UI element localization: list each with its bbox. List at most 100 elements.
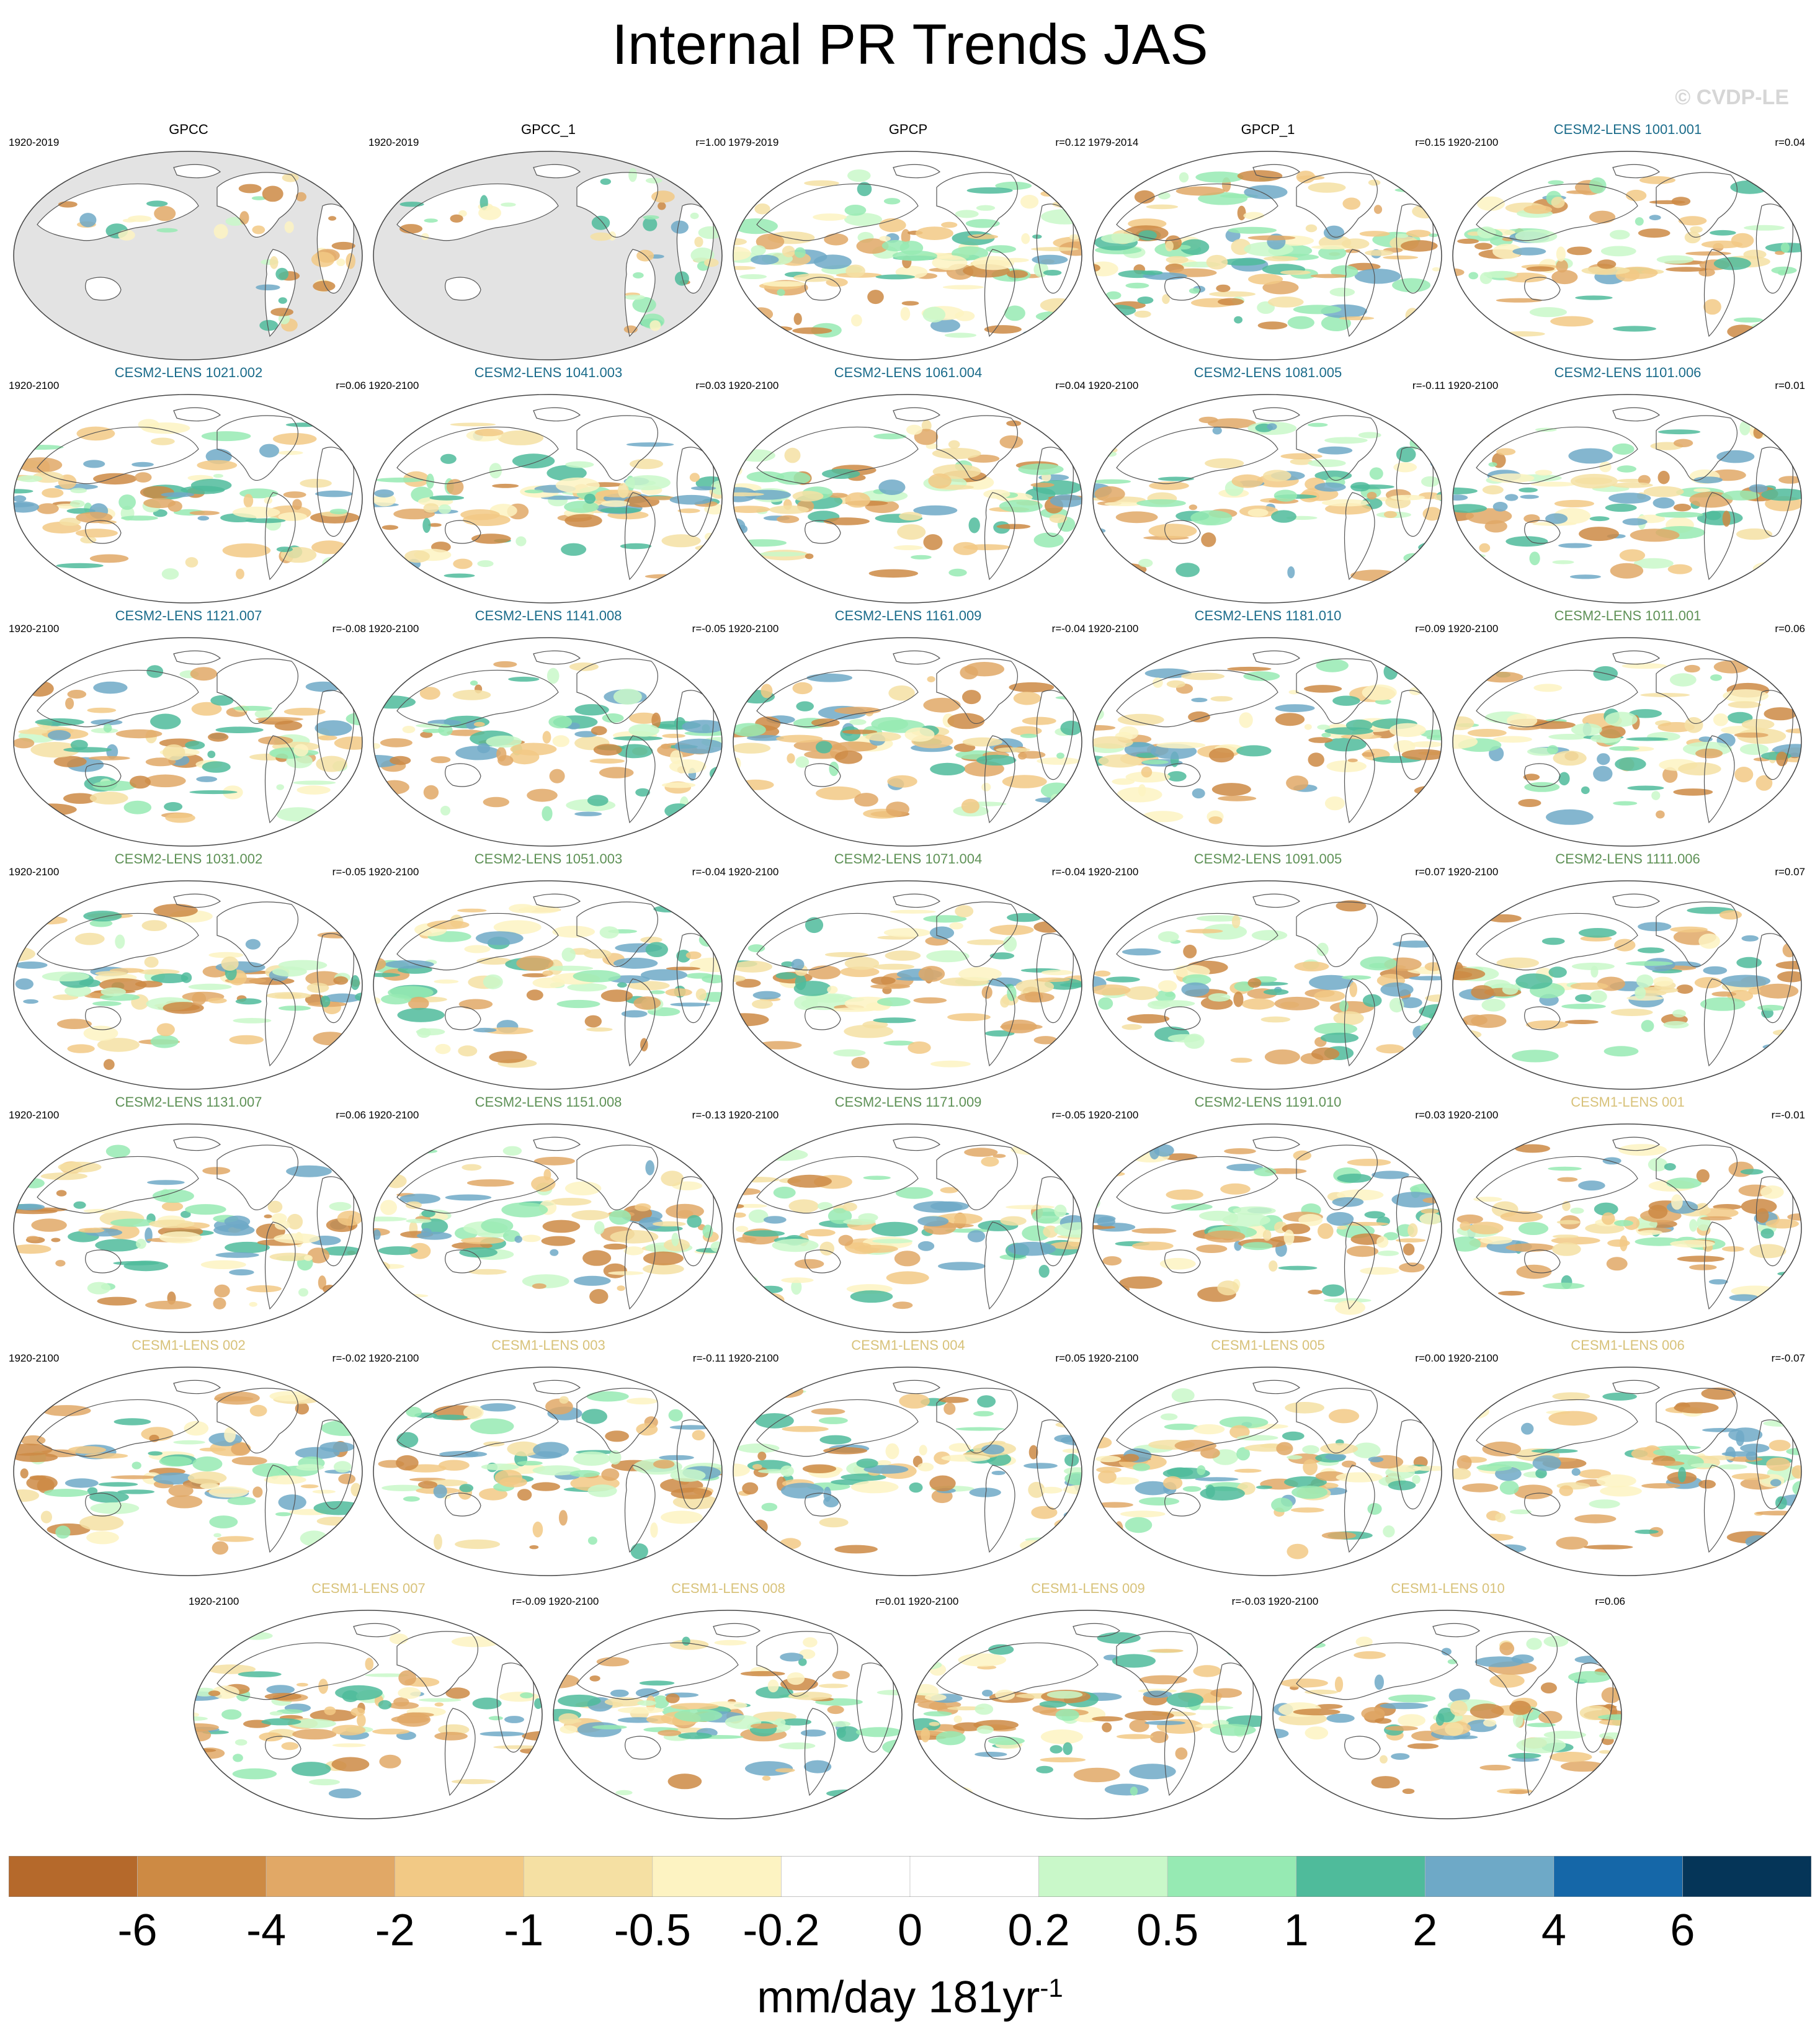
map-panel: CESM1-LENS 004 1920-2100 r=0.05 [728, 1334, 1088, 1577]
panel-date-range: 1920-2100 [1268, 1595, 1319, 1607]
map-panel: CESM2-LENS 1181.010 1920-2100 r=0.09 [1088, 604, 1448, 847]
panel-pattern-correlation: r=0.06 [1595, 1595, 1625, 1607]
robinson-map [1452, 880, 1802, 1090]
map-panel: CESM1-LENS 006 1920-2100 r=-0.07 [1448, 1334, 1808, 1577]
panel-title: CESM2-LENS 1101.006 [1554, 365, 1702, 380]
robinson-map [373, 394, 723, 604]
panel-title: CESM2-LENS 1091.005 [1193, 851, 1342, 867]
panel-title: CESM2-LENS 1171.009 [834, 1094, 982, 1110]
colorbar-swatch [9, 1856, 138, 1897]
panel-title: CESM1-LENS 003 [491, 1337, 605, 1353]
colorbar-swatch [1682, 1856, 1811, 1897]
map-panel: CESM2-LENS 1111.006 1920-2100 r=0.07 [1448, 847, 1808, 1091]
panel-date-range: 1920-2100 [1088, 1109, 1139, 1121]
map-panel: CESM2-LENS 1051.003 1920-2100 r=-0.04 [368, 847, 728, 1091]
panel-pattern-correlation: r=1.00 [695, 136, 726, 148]
panel-date-range: 1920-2100 [1448, 623, 1499, 635]
panel-date-range: 1920-2100 [368, 623, 419, 635]
panel-title: GPCP [888, 122, 928, 137]
panel-date-range: 1920-2100 [1088, 866, 1139, 878]
panel-date-range: 1979-2019 [728, 136, 779, 148]
figure-title: Internal PR Trends JAS [612, 13, 1208, 76]
panel-title: CESM1-LENS 007 [311, 1581, 426, 1596]
robinson-map [373, 151, 723, 360]
watermark: © CVDP-LE [1675, 86, 1789, 109]
panel-date-range: 1920-2100 [1448, 136, 1499, 148]
map-panel: CESM2-LENS 1081.005 1920-2100 r=-0.11 [1088, 361, 1448, 604]
colorbar-swatch [137, 1856, 267, 1897]
robinson-map [733, 637, 1082, 847]
panel-title: GPCP_1 [1241, 122, 1295, 137]
colorbar-tick-label: -2 [375, 1906, 415, 1955]
panel-pattern-correlation: r=-0.02 [332, 1352, 366, 1364]
panel-date-range: 1920-2100 [1448, 866, 1499, 878]
panel-pattern-correlation: r=0.09 [1415, 623, 1445, 635]
panel-pattern-correlation: r=0.15 [1415, 136, 1445, 148]
map-panel: CESM2-LENS 1101.006 1920-2100 r=0.01 [1448, 361, 1808, 604]
panel-pattern-correlation: r=0.07 [1415, 866, 1445, 878]
map-panel: CESM2-LENS 1031.002 1920-2100 r=-0.05 [9, 847, 368, 1091]
robinson-map [733, 1123, 1082, 1333]
panel-date-range: 1920-2100 [728, 380, 779, 391]
panel-pattern-correlation: r=-0.13 [692, 1109, 726, 1121]
robinson-map [193, 1610, 543, 1819]
colorbar-swatch [652, 1856, 782, 1897]
map-panel: CESM2-LENS 1041.003 1920-2100 r=0.03 [368, 361, 728, 604]
map-panel: CESM2-LENS 1071.004 1920-2100 r=-0.04 [728, 847, 1088, 1091]
panel-title: CESM2-LENS 1031.002 [114, 851, 263, 867]
panel-date-range: 1920-2100 [9, 1352, 60, 1364]
map-panel: CESM1-LENS 003 1920-2100 r=-0.11 [368, 1334, 728, 1577]
map-panel: CESM2-LENS 1151.008 1920-2100 r=-0.13 [368, 1091, 728, 1334]
panel-date-range: 1920-2100 [728, 623, 779, 635]
panel-pattern-correlation: r=0.06 [1775, 623, 1805, 635]
robinson-map [733, 880, 1082, 1090]
panel-date-range: 1920-2100 [908, 1595, 959, 1607]
robinson-map [373, 1367, 723, 1576]
robinson-map [912, 1610, 1262, 1819]
colorbar-swatch [1167, 1856, 1297, 1897]
panel-title: CESM2-LENS 1141.008 [475, 608, 622, 623]
panel-pattern-correlation: r=-0.04 [692, 866, 726, 878]
colorbar-swatch [781, 1856, 911, 1897]
colorbar-swatch [1424, 1856, 1555, 1897]
colorbar-swatch [1553, 1856, 1683, 1897]
panel-date-range: 1920-2100 [1088, 380, 1139, 391]
panel-date-range: 1920-2100 [1088, 623, 1139, 635]
map-panel: CESM2-LENS 1161.009 1920-2100 r=-0.04 [728, 604, 1088, 847]
colorbar-swatch [1038, 1856, 1168, 1897]
panel-date-range: 1920-2100 [548, 1595, 599, 1607]
panel-title: CESM2-LENS 1041.003 [474, 365, 623, 380]
panel-title: CESM2-LENS 1131.007 [115, 1094, 262, 1110]
map-panel: CESM2-LENS 1091.005 1920-2100 r=0.07 [1088, 847, 1448, 1091]
map-panel: GPCC_1 1920-2019 r=1.00 [368, 118, 728, 361]
panel-date-range: 1920-2100 [9, 1109, 60, 1121]
colorbar-tick-label: -0.5 [613, 1906, 691, 1955]
robinson-map [1272, 1610, 1622, 1819]
panel-title: CESM2-LENS 1061.004 [834, 365, 983, 380]
colorbar-tick-label: 2 [1412, 1906, 1438, 1955]
panel-pattern-correlation: r=0.03 [1415, 1109, 1445, 1121]
colorbar-tick-label: -1 [504, 1906, 544, 1955]
panel-title: CESM2-LENS 1151.008 [475, 1094, 622, 1110]
colorbar-swatch [523, 1856, 653, 1897]
panel-date-range: 1920-2100 [1448, 1109, 1499, 1121]
robinson-map [1452, 1367, 1802, 1576]
panel-title: CESM1-LENS 006 [1571, 1337, 1685, 1353]
colorbar-tick-label: 0.2 [1007, 1906, 1070, 1955]
panel-pattern-correlation: r=0.06 [336, 1109, 366, 1121]
colorbar-tick-label: -6 [117, 1906, 158, 1955]
map-panel: GPCP 1979-2019 r=0.12 [728, 118, 1088, 361]
robinson-map [13, 151, 363, 360]
panel-date-range: 1920-2100 [728, 866, 779, 878]
panel-date-range: 1920-2100 [728, 1352, 779, 1364]
panel-pattern-correlation: r=-0.01 [1771, 1109, 1805, 1121]
map-panel: CESM1-LENS 008 1920-2100 r=0.01 [548, 1577, 908, 1820]
robinson-map [1452, 151, 1802, 360]
panel-date-range: 1920-2100 [1448, 1352, 1499, 1364]
panel-pattern-correlation: r=-0.07 [1771, 1352, 1805, 1364]
robinson-map [1092, 637, 1442, 847]
panel-date-range: 1979-2014 [1088, 136, 1139, 148]
panel-pattern-correlation: r=0.05 [1055, 1352, 1086, 1364]
panel-pattern-correlation: r=0.00 [1415, 1352, 1445, 1364]
map-panel: CESM2-LENS 1141.008 1920-2100 r=-0.05 [368, 604, 728, 847]
